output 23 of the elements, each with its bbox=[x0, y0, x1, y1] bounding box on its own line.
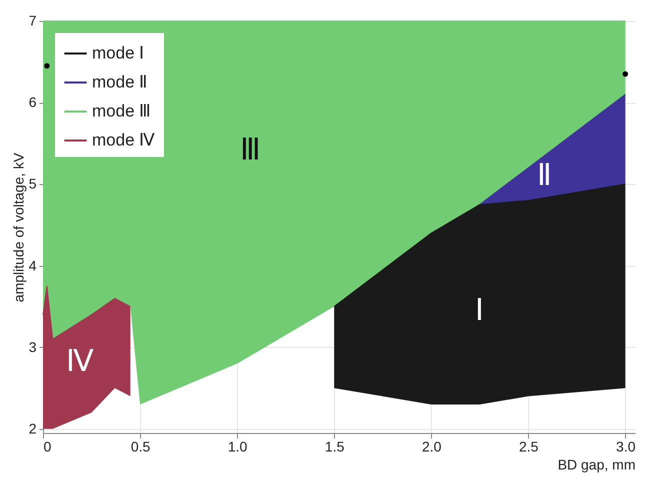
y-tick-label: 3 bbox=[28, 338, 37, 355]
y-tick-label: 2 bbox=[28, 420, 37, 436]
x-tick-label: 2.0 bbox=[422, 438, 442, 454]
x-tick-label: 1.0 bbox=[228, 438, 248, 454]
legend-label: mode Ⅳ bbox=[92, 130, 156, 150]
y-tick-label: 7 bbox=[28, 12, 37, 28]
annotation: Ⅲ bbox=[240, 133, 261, 166]
x-tick-label: 0.5 bbox=[130, 438, 150, 454]
legend-label: mode Ⅰ bbox=[92, 44, 144, 62]
y-tick-label: 4 bbox=[28, 257, 37, 274]
y-tick-label: 5 bbox=[28, 176, 37, 192]
annotation: Ⅰ bbox=[475, 294, 484, 328]
x-tick-label: 0 bbox=[44, 438, 52, 454]
x-axis-title: BD gap, mm bbox=[558, 456, 636, 472]
x-tick-label: 1.5 bbox=[324, 438, 345, 454]
annotation: Ⅱ bbox=[536, 159, 552, 192]
legend-label: mode Ⅲ bbox=[92, 102, 152, 120]
x-tick-label: 2.5 bbox=[519, 438, 539, 454]
x-tick-label: 3.0 bbox=[616, 438, 636, 454]
annotation: Ⅳ bbox=[66, 344, 94, 378]
y-axis-title: amplitude of voltage, kV bbox=[10, 152, 27, 302]
legend-label: mode Ⅱ bbox=[92, 72, 148, 92]
y-tick-label: 6 bbox=[28, 94, 37, 110]
